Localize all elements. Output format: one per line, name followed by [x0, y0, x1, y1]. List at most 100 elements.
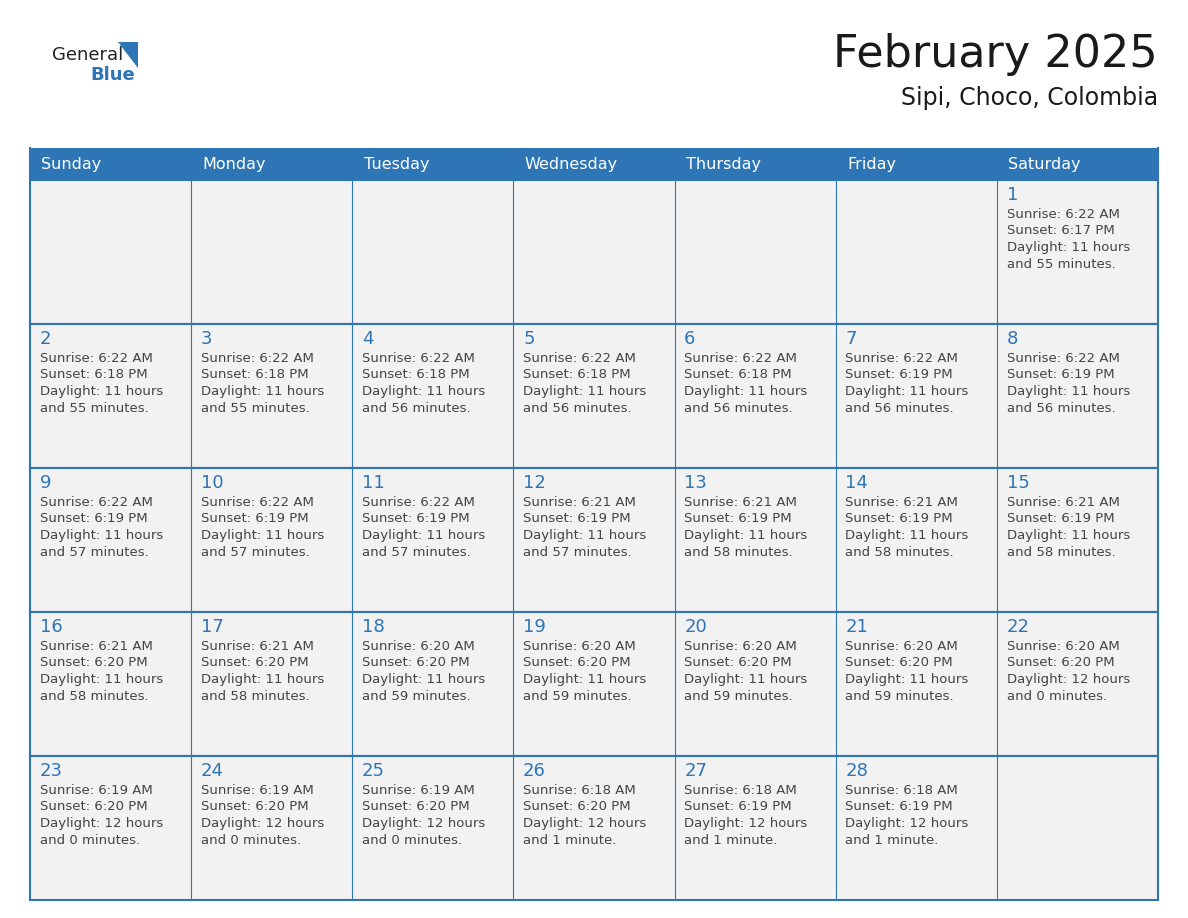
Text: Wednesday: Wednesday — [525, 156, 618, 172]
Bar — [513, 756, 675, 900]
Text: Sunset: 6:19 PM: Sunset: 6:19 PM — [846, 368, 953, 382]
Text: 26: 26 — [523, 762, 546, 780]
Text: Sunset: 6:20 PM: Sunset: 6:20 PM — [39, 656, 147, 669]
Text: Sunrise: 6:22 AM: Sunrise: 6:22 AM — [362, 496, 475, 509]
Bar — [353, 612, 513, 756]
Bar — [30, 612, 191, 756]
Text: 10: 10 — [201, 474, 223, 492]
Text: and 55 minutes.: and 55 minutes. — [39, 401, 148, 415]
Text: and 59 minutes.: and 59 minutes. — [846, 689, 954, 702]
Text: Sunrise: 6:22 AM: Sunrise: 6:22 AM — [684, 352, 797, 365]
Text: 27: 27 — [684, 762, 707, 780]
Text: Daylight: 11 hours: Daylight: 11 hours — [201, 385, 324, 398]
Bar — [30, 468, 191, 612]
Text: 8: 8 — [1006, 330, 1018, 348]
Text: Sunset: 6:20 PM: Sunset: 6:20 PM — [1006, 656, 1114, 669]
Text: and 0 minutes.: and 0 minutes. — [39, 834, 140, 846]
Bar — [353, 756, 513, 900]
Text: 2: 2 — [39, 330, 51, 348]
Text: Sunrise: 6:22 AM: Sunrise: 6:22 AM — [1006, 352, 1119, 365]
Text: Sunrise: 6:22 AM: Sunrise: 6:22 AM — [201, 496, 314, 509]
Text: Blue: Blue — [90, 66, 134, 84]
Text: Daylight: 11 hours: Daylight: 11 hours — [523, 673, 646, 686]
Text: 18: 18 — [362, 618, 385, 636]
Text: and 56 minutes.: and 56 minutes. — [684, 401, 792, 415]
Text: Sunrise: 6:22 AM: Sunrise: 6:22 AM — [1006, 208, 1119, 221]
Text: Sunset: 6:20 PM: Sunset: 6:20 PM — [201, 656, 309, 669]
Text: Sunrise: 6:18 AM: Sunrise: 6:18 AM — [523, 784, 636, 797]
Text: and 58 minutes.: and 58 minutes. — [201, 689, 309, 702]
Bar — [191, 756, 353, 900]
Text: Sunset: 6:20 PM: Sunset: 6:20 PM — [684, 656, 792, 669]
Text: 1: 1 — [1006, 186, 1018, 204]
Bar — [997, 756, 1158, 900]
Text: 5: 5 — [523, 330, 535, 348]
Text: Sunrise: 6:22 AM: Sunrise: 6:22 AM — [523, 352, 636, 365]
Bar — [835, 180, 997, 324]
Bar — [30, 756, 191, 900]
Text: and 58 minutes.: and 58 minutes. — [846, 545, 954, 558]
Text: General: General — [52, 46, 124, 64]
Text: Sunrise: 6:21 AM: Sunrise: 6:21 AM — [201, 640, 314, 653]
Text: Sunset: 6:20 PM: Sunset: 6:20 PM — [523, 656, 631, 669]
Text: Sunset: 6:18 PM: Sunset: 6:18 PM — [684, 368, 792, 382]
Bar — [191, 148, 353, 180]
Text: 23: 23 — [39, 762, 63, 780]
Text: Sunset: 6:20 PM: Sunset: 6:20 PM — [362, 800, 469, 813]
Text: Daylight: 11 hours: Daylight: 11 hours — [1006, 529, 1130, 542]
Text: Sunrise: 6:20 AM: Sunrise: 6:20 AM — [523, 640, 636, 653]
Bar — [513, 148, 675, 180]
Bar — [835, 756, 997, 900]
Text: 4: 4 — [362, 330, 373, 348]
Bar — [835, 468, 997, 612]
Text: Sunrise: 6:22 AM: Sunrise: 6:22 AM — [39, 352, 152, 365]
Text: Sunset: 6:19 PM: Sunset: 6:19 PM — [201, 512, 309, 525]
Text: and 1 minute.: and 1 minute. — [684, 834, 778, 846]
Text: and 55 minutes.: and 55 minutes. — [1006, 258, 1116, 271]
Text: Sunrise: 6:20 AM: Sunrise: 6:20 AM — [1006, 640, 1119, 653]
Bar — [675, 756, 835, 900]
Bar — [191, 612, 353, 756]
Text: and 56 minutes.: and 56 minutes. — [1006, 401, 1116, 415]
Text: 9: 9 — [39, 474, 51, 492]
Text: 14: 14 — [846, 474, 868, 492]
Text: and 1 minute.: and 1 minute. — [523, 834, 617, 846]
Bar — [675, 612, 835, 756]
Bar — [513, 324, 675, 468]
Text: Sunset: 6:20 PM: Sunset: 6:20 PM — [39, 800, 147, 813]
Text: Sunset: 6:20 PM: Sunset: 6:20 PM — [362, 656, 469, 669]
Text: 13: 13 — [684, 474, 707, 492]
Text: and 1 minute.: and 1 minute. — [846, 834, 939, 846]
Text: Sunset: 6:19 PM: Sunset: 6:19 PM — [1006, 368, 1114, 382]
Text: Monday: Monday — [202, 156, 266, 172]
Text: Sunset: 6:19 PM: Sunset: 6:19 PM — [684, 512, 792, 525]
Text: Daylight: 12 hours: Daylight: 12 hours — [1006, 673, 1130, 686]
Text: Daylight: 11 hours: Daylight: 11 hours — [684, 529, 808, 542]
Text: Daylight: 11 hours: Daylight: 11 hours — [846, 385, 968, 398]
Text: February 2025: February 2025 — [833, 33, 1158, 76]
Text: Daylight: 11 hours: Daylight: 11 hours — [684, 673, 808, 686]
Text: Sunrise: 6:22 AM: Sunrise: 6:22 AM — [39, 496, 152, 509]
Text: and 0 minutes.: and 0 minutes. — [362, 834, 462, 846]
Text: Sipi, Choco, Colombia: Sipi, Choco, Colombia — [901, 86, 1158, 110]
Text: and 58 minutes.: and 58 minutes. — [1006, 545, 1116, 558]
Text: 15: 15 — [1006, 474, 1029, 492]
Text: Sunrise: 6:19 AM: Sunrise: 6:19 AM — [201, 784, 314, 797]
Text: Sunset: 6:20 PM: Sunset: 6:20 PM — [523, 800, 631, 813]
Text: Daylight: 11 hours: Daylight: 11 hours — [846, 529, 968, 542]
Text: Sunset: 6:19 PM: Sunset: 6:19 PM — [846, 512, 953, 525]
Text: Sunrise: 6:21 AM: Sunrise: 6:21 AM — [39, 640, 152, 653]
Bar — [675, 468, 835, 612]
Bar — [353, 148, 513, 180]
Bar — [30, 180, 191, 324]
Bar — [997, 180, 1158, 324]
Text: Sunrise: 6:22 AM: Sunrise: 6:22 AM — [201, 352, 314, 365]
Text: Daylight: 11 hours: Daylight: 11 hours — [362, 529, 485, 542]
Bar — [997, 612, 1158, 756]
Text: and 59 minutes.: and 59 minutes. — [523, 689, 632, 702]
Text: and 57 minutes.: and 57 minutes. — [201, 545, 310, 558]
Text: 24: 24 — [201, 762, 223, 780]
Text: Daylight: 12 hours: Daylight: 12 hours — [39, 817, 163, 830]
Text: Sunset: 6:17 PM: Sunset: 6:17 PM — [1006, 225, 1114, 238]
Text: Daylight: 12 hours: Daylight: 12 hours — [846, 817, 968, 830]
